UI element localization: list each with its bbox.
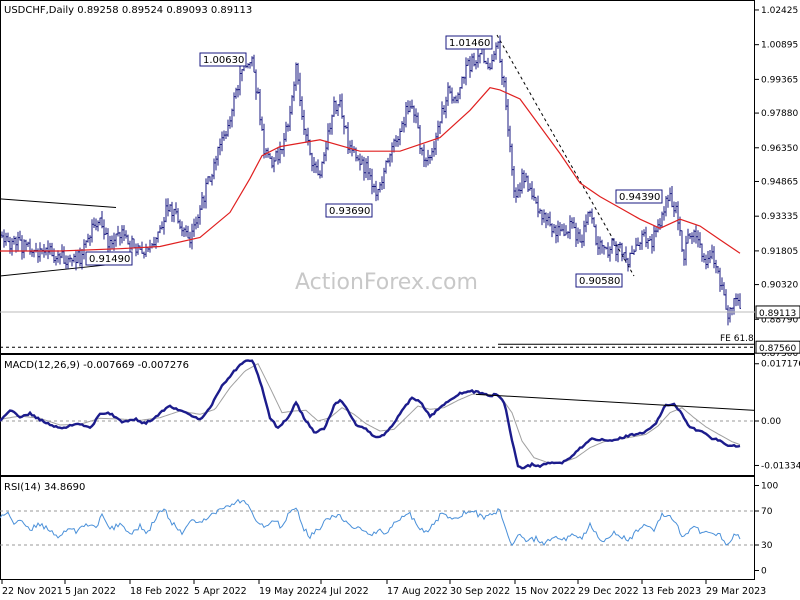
- price-annotation-label: 0.94390: [619, 192, 660, 203]
- price-annotation-box: [445, 35, 493, 50]
- price-pane: [0, 0, 755, 354]
- price-y-tick-label: 1.02425: [761, 6, 798, 16]
- price-y-tick-label: 0.88790: [761, 315, 798, 325]
- price-header: USDCHF,Daily 0.89258 0.89524 0.89093 0.8…: [4, 5, 252, 16]
- price-y-tick-label: 0.97880: [761, 109, 798, 119]
- x-tick-label: 13 Feb 2023: [642, 586, 701, 597]
- price-annotation-box: [199, 52, 247, 67]
- price-y-tick-label: 0.90320: [761, 281, 798, 291]
- macd-main-line: [0, 359, 741, 470]
- moving-average-line: [0, 87, 741, 254]
- macd-y-tick-label: 0.00: [761, 417, 781, 427]
- price-y-tick-label: 0.99365: [761, 75, 798, 85]
- x-tick-label: 5 Jan 2022: [65, 586, 116, 597]
- axis-layer: 1.02425 1.00895 0.99365 0.97880 0.96350 0.948…: [1, 6, 800, 597]
- rsi-layer: [0, 498, 755, 547]
- price-annotation-label: 0.93690: [329, 206, 370, 217]
- rsi-header: RSI(14) 34.8690: [4, 482, 85, 493]
- x-tick-label: 17 Aug 2022: [387, 586, 448, 597]
- x-tick-label: 18 Feb 2022: [130, 586, 189, 597]
- rsi-pane: [0, 476, 755, 580]
- x-tick-label: 22 Nov 2021: [2, 586, 63, 597]
- x-tick-label: 4 Jul 2022: [321, 586, 369, 597]
- macd-trendline: [475, 393, 756, 411]
- price-layer: FE 61.8 1.00630 0.93690 0.91490 1.01460 0.905…: [0, 34, 755, 348]
- rsi-y-tick-label: 0: [761, 567, 767, 577]
- trendline: [0, 263, 117, 277]
- trendline: [496, 34, 635, 277]
- price-annotation-label: 1.01460: [449, 38, 490, 49]
- rsi-y-tick-label: 70: [761, 507, 773, 517]
- price-y-tick-label: 0.93335: [761, 212, 798, 222]
- macd-header: MACD(12,26,9) -0.007669 -0.007276: [4, 360, 189, 371]
- price-annotation-box: [325, 203, 373, 218]
- x-tick-label: 29 Mar 2023: [706, 586, 766, 597]
- macd-y-tick-label: 0.017176: [761, 360, 800, 370]
- price-y-tick-label: 1.00895: [761, 41, 798, 51]
- price-annotation-box: [85, 251, 133, 266]
- price-y-tick-label: 0.91805: [761, 247, 798, 257]
- price-y-tick-label: 0.96350: [761, 144, 798, 154]
- price-annotation-box: [575, 273, 623, 288]
- price-y-tick-label: 0.94865: [761, 177, 798, 187]
- rsi-y-tick-label: 30: [761, 541, 773, 551]
- price-annotation-label: 1.00630: [203, 55, 244, 66]
- price-annotation-label: 0.91490: [89, 254, 130, 265]
- price-y-tick-label: 0.87300: [761, 349, 798, 359]
- x-tick-label: 29 Dec 2022: [578, 586, 639, 597]
- watermark: ActionForex.com: [295, 270, 478, 295]
- macd-y-tick-label: -0.01334: [761, 461, 800, 471]
- last-price-label: 0.89113: [759, 309, 796, 319]
- x-tick-label: 30 Sep 2022: [450, 586, 510, 597]
- fe-level-price: 0.87560: [759, 344, 796, 354]
- x-tick-label: 5 Apr 2022: [194, 586, 247, 597]
- last-price-box: [755, 305, 800, 319]
- trendline: [0, 198, 117, 208]
- macd-layer: [0, 359, 756, 470]
- rsi-line: [0, 498, 741, 547]
- x-tick-label: 19 May 2022: [259, 586, 321, 597]
- x-tick-label: 15 Nov 2022: [515, 586, 576, 597]
- price-annotation-label: 0.90580: [579, 276, 620, 287]
- price-annotation-box: [615, 189, 663, 204]
- fe-level-price-box: [755, 340, 800, 354]
- macd-pane: [0, 354, 755, 476]
- fe-level-text: FE 61.8: [720, 334, 754, 344]
- rsi-y-tick-label: 100: [761, 482, 778, 492]
